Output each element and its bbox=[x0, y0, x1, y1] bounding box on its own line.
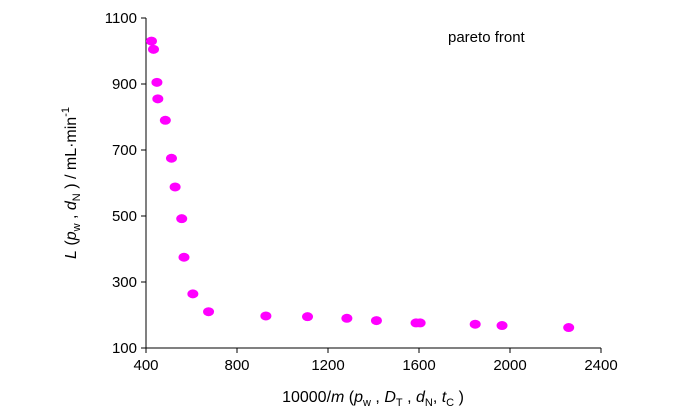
x-tick-label: 400 bbox=[133, 357, 158, 374]
data-point bbox=[341, 313, 353, 323]
y-tick-label: 100 bbox=[112, 340, 137, 357]
data-point bbox=[187, 289, 199, 299]
y-tick-label: 900 bbox=[112, 76, 137, 93]
x-tick-label: 800 bbox=[224, 357, 249, 374]
data-point bbox=[178, 252, 190, 262]
x-axis-label: 10000/m (pw , DT , dN, tC ) bbox=[282, 389, 464, 409]
data-point bbox=[260, 311, 272, 321]
data-point bbox=[148, 44, 160, 54]
x-tick-label: 2400 bbox=[584, 357, 617, 374]
data-point bbox=[370, 316, 382, 326]
data-points-group bbox=[145, 36, 575, 333]
x-tick-label: 1600 bbox=[402, 357, 435, 374]
legend-label: pareto front bbox=[448, 29, 526, 46]
data-point bbox=[302, 312, 314, 322]
data-point bbox=[151, 77, 163, 87]
y-tick-label: 300 bbox=[112, 274, 137, 291]
y-tick-label: 700 bbox=[112, 142, 137, 159]
data-point bbox=[203, 307, 215, 317]
x-ticks-group: 400 800 1200 1600 2000 2400 bbox=[133, 348, 618, 374]
axes-group bbox=[145, 18, 601, 349]
data-point bbox=[414, 318, 426, 328]
x-tick-label: 1200 bbox=[311, 357, 344, 374]
data-point bbox=[563, 323, 575, 333]
y-axis-label: L (pw , dN ) / mL·min-1 bbox=[60, 107, 83, 259]
x-tick-label: 2000 bbox=[493, 357, 526, 374]
data-point bbox=[176, 214, 188, 224]
data-point bbox=[159, 115, 171, 125]
data-point bbox=[496, 321, 508, 331]
data-point bbox=[145, 36, 157, 46]
y-tick-label: 1100 bbox=[105, 10, 137, 27]
data-point bbox=[165, 153, 177, 163]
y-ticks-group: 100 300 500 700 900 1100 bbox=[105, 10, 146, 357]
data-point bbox=[152, 94, 164, 104]
data-point bbox=[169, 182, 181, 192]
data-point bbox=[469, 319, 481, 329]
y-tick-label: 500 bbox=[112, 208, 137, 225]
